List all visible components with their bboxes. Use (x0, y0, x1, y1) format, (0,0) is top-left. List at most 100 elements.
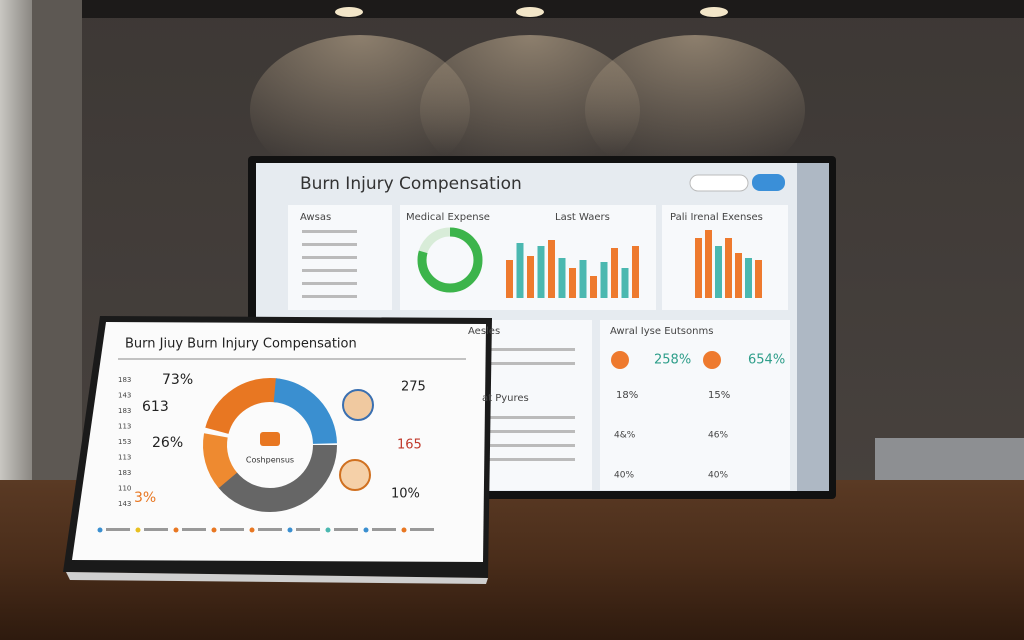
callout-value: 613 (142, 399, 169, 415)
axis-label: 110 (118, 485, 131, 493)
legend-dot (135, 527, 141, 533)
list-row (475, 458, 575, 461)
panel-title: Last Waers (555, 212, 610, 223)
axis-label: 113 (118, 423, 131, 431)
stat: 46% (708, 431, 728, 441)
legend-text (220, 528, 244, 531)
legend-text (372, 528, 396, 531)
list-row (302, 282, 357, 285)
bar (600, 262, 608, 298)
legend-text (106, 528, 130, 531)
panel-title: Awral Iyse Eutsonms (610, 326, 713, 337)
bar (579, 260, 587, 298)
labels: 183 143 183 113 153 113 183 110 143 73% 613 26% 3% 27… (97, 372, 434, 533)
bar (621, 268, 629, 298)
bar (735, 253, 742, 298)
screen-edge (797, 163, 829, 491)
legend-text (144, 528, 168, 531)
legend-dot (97, 527, 103, 533)
stat: 18% (616, 390, 638, 401)
avatar (342, 389, 374, 421)
panel-title: Pali Irenal Exenses (670, 212, 763, 223)
bar (725, 238, 732, 298)
panel-title: Awsas (300, 212, 331, 223)
tablet-stand (66, 572, 488, 584)
stat: 654% (748, 353, 785, 368)
legend-dot (363, 527, 369, 533)
bar (506, 260, 513, 298)
panel-title: at Pyures (482, 393, 529, 404)
list-row (475, 362, 575, 365)
legend-dot (173, 527, 179, 533)
axis-label: 183 (118, 376, 131, 384)
icon (611, 351, 629, 369)
callout-value: 165 (397, 438, 422, 453)
callout-value: 26% (152, 435, 183, 451)
panel-title: Medical Expense (406, 212, 490, 223)
shelf (875, 438, 1024, 488)
legend-text (296, 528, 320, 531)
search-box[interactable] (689, 174, 749, 192)
search-button[interactable] (752, 174, 785, 191)
bar (715, 246, 722, 298)
lights (250, 7, 805, 185)
monitor-title: Burn Injury Compensation (300, 174, 522, 194)
legend-dot (249, 527, 255, 533)
stat: 258% (654, 353, 691, 368)
bar (537, 246, 545, 298)
bar (705, 230, 712, 298)
callout-value: 10% (391, 487, 420, 502)
list-row (475, 348, 575, 351)
axis-label: 143 (118, 392, 131, 400)
donut-segment (203, 378, 337, 512)
bar (590, 276, 597, 298)
callout-value: 275 (401, 380, 426, 395)
panel (600, 320, 790, 490)
donut-segment (203, 378, 337, 512)
donut-segment (202, 377, 337, 512)
bar (516, 243, 524, 298)
window (0, 0, 32, 480)
list-row (302, 269, 357, 272)
legend-text (334, 528, 358, 531)
center-icon (260, 432, 280, 446)
bar (558, 258, 566, 298)
pillar (32, 0, 82, 480)
axis-label: 153 (118, 438, 131, 446)
stat: 15% (708, 390, 730, 401)
list-row (302, 295, 357, 298)
axis-label: 183 (118, 469, 131, 477)
bar (611, 248, 618, 298)
bar (755, 260, 762, 298)
legend-text (182, 528, 206, 531)
bar (632, 246, 639, 298)
axis-label: 183 (118, 407, 131, 415)
bar (569, 268, 576, 298)
tablet: Burn Jiuy Burn Injury Compensation Coshp… (63, 316, 492, 584)
avatar (339, 459, 371, 491)
legend-dot (401, 527, 407, 533)
legend-text (258, 528, 282, 531)
bar-chart (506, 230, 762, 298)
stat: 40% (614, 471, 634, 481)
legend-dot (287, 527, 293, 533)
axis-label: 113 (118, 454, 131, 462)
gauge (417, 227, 483, 293)
list-row (475, 430, 575, 433)
icon (703, 351, 721, 369)
legend-dot (211, 527, 217, 533)
list-row (302, 243, 357, 246)
list-row (475, 444, 575, 447)
bar (527, 256, 534, 298)
ceiling (0, 0, 1024, 18)
stat: 40% (708, 471, 728, 481)
tablet-title: Burn Jiuy Burn Injury Compensation (125, 337, 357, 352)
list-row (475, 416, 575, 419)
stat: 4&% (614, 431, 636, 441)
axis-label: 143 (118, 500, 131, 508)
donut-segment (203, 378, 337, 512)
bar (745, 258, 752, 298)
callout-value: 73% (162, 372, 193, 388)
list (302, 230, 575, 461)
